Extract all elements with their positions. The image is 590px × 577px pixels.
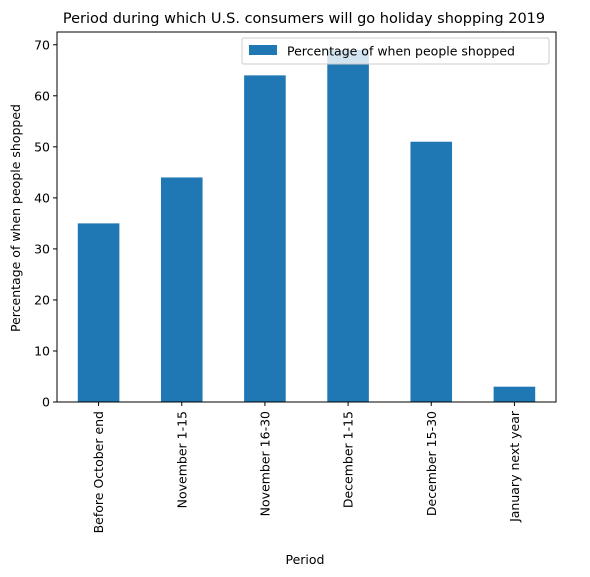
legend-swatch	[249, 45, 277, 55]
x-tick-label-1: November 1-15	[174, 411, 189, 508]
x-tick-label-3: December 1-15	[341, 411, 356, 508]
y-axis-label: Percentage of when people shopped	[8, 104, 23, 332]
y-tick-label-6: 60	[34, 88, 50, 103]
bar-0	[77, 223, 120, 402]
plot-frame	[56, 31, 557, 403]
y-tick-label-3: 30	[34, 241, 50, 256]
bar-4	[410, 141, 453, 403]
x-axis: Before October end November 1-15 November …	[91, 402, 522, 533]
y-tick-label-5: 50	[34, 139, 50, 154]
legend: Percentage of when people shopped	[241, 37, 550, 65]
x-tick-label-5: January next year	[507, 410, 522, 523]
x-tick-label-2: November 16-30	[257, 411, 272, 516]
bar-5	[493, 386, 536, 402]
x-tick-label-0: Before October end	[91, 411, 106, 533]
chart-title: Period during which U.S. consumers will …	[63, 11, 545, 27]
bar-2	[244, 75, 286, 403]
y-tick-label-1: 10	[34, 343, 50, 358]
x-axis-label: Period	[286, 552, 325, 567]
bar-3	[327, 49, 369, 403]
x-tick-label-4: December 15-30	[424, 411, 439, 516]
legend-label: Percentage of when people shopped	[287, 44, 515, 59]
bar-1	[160, 177, 203, 402]
y-tick-label-7: 70	[34, 37, 50, 52]
y-tick-label-0: 0	[42, 395, 50, 410]
y-tick-label-2: 20	[34, 292, 50, 307]
y-axis: 0 10 20 30 40 50 60 70	[34, 37, 57, 410]
bars-group	[77, 49, 536, 403]
legend-box	[241, 37, 550, 65]
y-tick-label-4: 40	[34, 190, 50, 205]
